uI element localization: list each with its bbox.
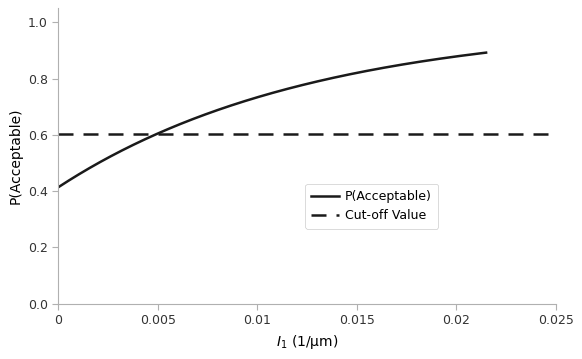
X-axis label: $\mathit{I}_1$ (1/μm): $\mathit{I}_1$ (1/μm) [276,333,338,351]
Line: P(Acceptable): P(Acceptable) [58,53,486,187]
P(Acceptable) [243,98,250,103]
Legend: P(Acceptable), Cut-off Value: P(Acceptable), Cut-off Value [305,184,438,229]
P(Acceptable) [482,51,489,55]
Y-axis label: P(Acceptable): P(Acceptable) [8,108,22,204]
P(Acceptable) [388,64,395,69]
P(Acceptable) [98,159,105,163]
P(Acceptable) [55,185,62,190]
P(Acceptable) [349,72,356,76]
P(Acceptable) [396,63,403,67]
P(Acceptable) [228,103,235,108]
